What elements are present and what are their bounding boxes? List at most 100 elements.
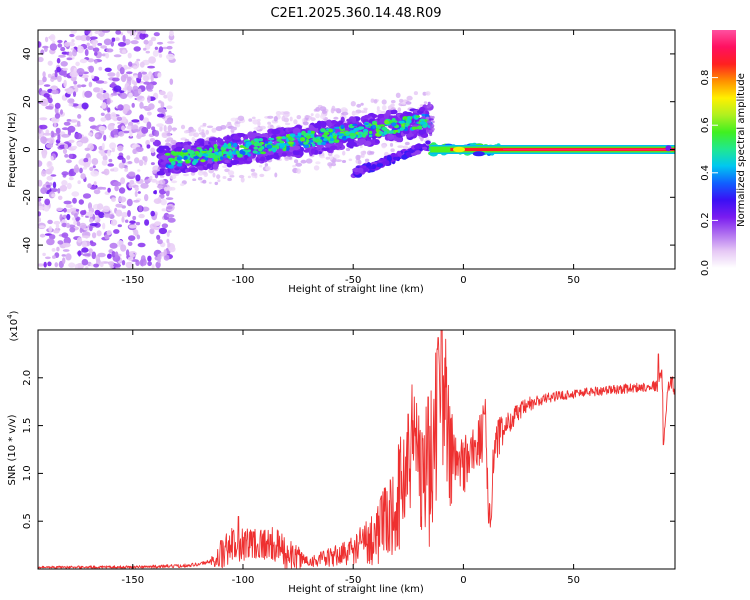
spectrogram-cell — [159, 90, 166, 96]
spectrogram-cell — [63, 79, 67, 88]
spectrogram-cell — [106, 230, 112, 236]
spectrogram-y-tick-label: 0 — [22, 146, 33, 152]
spectrogram-cell — [107, 72, 116, 77]
spectrogram-cell — [66, 119, 72, 122]
spectrogram-cell — [136, 234, 141, 240]
spectrogram-cell — [38, 160, 43, 167]
spectrogram-cell — [227, 170, 235, 176]
spectrogram-cell — [39, 233, 46, 238]
colorbar-tick-label: 0.6 — [700, 117, 711, 133]
spectrogram-cell — [56, 66, 61, 73]
spectrogram-cell — [88, 116, 96, 122]
spectrogram-cell — [246, 149, 251, 153]
spectrogram-cell — [166, 137, 174, 142]
spectrogram-cell — [58, 54, 66, 58]
spectrogram-cell — [120, 116, 127, 123]
spectrogram-cell — [122, 130, 130, 134]
spectrogram-cell — [257, 118, 261, 122]
spectrogram-cell — [172, 128, 176, 132]
spectrogram-cell — [143, 39, 149, 45]
svg-text:(x104): (x104) — [6, 310, 20, 341]
spectrogram-cell — [128, 183, 133, 189]
spectrogram-cell — [320, 121, 327, 128]
spectrogram-cell — [142, 117, 149, 124]
spectrogram-cell — [61, 254, 67, 257]
snr-x-label: Height of straight line (km) — [288, 584, 424, 595]
spectrogram-cell — [258, 138, 264, 142]
spectrogram-cell — [341, 111, 349, 116]
spectrogram-cell — [166, 53, 175, 60]
spectrogram-cell — [235, 121, 241, 124]
spectrogram-cell — [144, 219, 150, 226]
spectrogram-cell — [239, 149, 244, 155]
spectrogram-cell — [75, 208, 80, 212]
spectrogram-cell — [425, 91, 431, 96]
spectrogram-cell — [238, 157, 244, 162]
spectrogram-cell — [109, 262, 115, 269]
spectrogram-cell — [196, 147, 202, 150]
spectrogram-cell — [363, 131, 368, 136]
spectrogram-cell — [66, 182, 72, 190]
spectrogram-cell — [355, 109, 362, 114]
spectrogram-cell — [61, 222, 68, 228]
spectrogram-cell — [130, 40, 139, 45]
spectrogram-cell — [89, 166, 94, 171]
spectrogram-cell — [137, 242, 146, 248]
spectrogram-cell — [330, 120, 337, 124]
spectrogram-cell — [390, 148, 395, 152]
spectrogram-cell — [216, 174, 221, 180]
spectrogram-cell — [150, 162, 155, 166]
snr-y-label: SNR (10 * v/v) — [7, 414, 18, 485]
spectrogram-cell — [108, 158, 113, 163]
spectrogram-cell — [360, 165, 368, 169]
spectrogram-cell — [100, 117, 107, 122]
spectrogram-cell — [137, 169, 141, 172]
spectrogram-cell — [193, 156, 200, 160]
spectrogram-cell — [376, 106, 380, 111]
colorbar-label: Normalized spectral amplitude — [736, 73, 747, 227]
spectrogram-cell — [124, 66, 132, 70]
spectrogram-cell — [49, 188, 58, 193]
snr-x-tick-label: -150 — [121, 575, 144, 586]
spectrogram-cell — [303, 144, 310, 149]
spectrogram-cell — [42, 76, 47, 83]
spectrogram-cell — [392, 156, 399, 161]
spectrogram-cell — [38, 41, 41, 48]
spectrogram-cell — [98, 66, 103, 71]
spectrogram-cell — [389, 142, 394, 147]
spectrogram-cell — [292, 150, 301, 156]
spectrogram-cell — [134, 190, 138, 197]
spectrogram-cell — [103, 168, 110, 176]
spectrogram-cell — [82, 193, 92, 199]
spectrogram-cell — [218, 151, 223, 157]
spectrogram-cell — [152, 49, 159, 57]
spectrogram-cell — [65, 204, 73, 209]
spectrogram-cell — [169, 174, 177, 180]
spectrogram-cell — [453, 146, 465, 153]
spectrogram-cell — [79, 58, 88, 64]
spectrogram-cell — [76, 120, 81, 127]
spectrogram-cell — [136, 95, 145, 102]
snr-panel: -150 -100 -50 0 50 0.5 1.0 1.5 2.0 Height of st… — [6, 310, 676, 595]
spectrogram-cell — [280, 136, 287, 140]
spectrogram-cell — [113, 54, 122, 58]
spectrogram-x-tick-label: -50 — [345, 275, 361, 286]
spectrogram-cell — [404, 141, 410, 146]
spectrogram-cell — [268, 137, 275, 141]
spectrogram-cell — [135, 221, 141, 226]
spectrogram-cell — [180, 183, 185, 187]
spectrogram-cell — [303, 141, 309, 145]
spectrogram-cell — [170, 186, 176, 191]
spectrogram-cell — [77, 250, 82, 257]
spectrogram-cell — [210, 152, 216, 158]
spectrogram-cell — [121, 216, 125, 223]
spectrogram-panel: -150 -100 -50 0 50 -40 -20 0 20 40 Height of str… — [7, 29, 676, 295]
spectrogram-cell — [105, 52, 110, 59]
spectrogram-cell — [40, 170, 47, 177]
spectrogram-cell — [353, 127, 360, 131]
spectrogram-cell — [85, 35, 91, 41]
spectrogram-cell — [397, 145, 404, 149]
colorbar-tick-label: 0.0 — [700, 260, 711, 276]
spectrogram-cell — [305, 158, 313, 164]
spectrogram-cell — [61, 134, 70, 138]
